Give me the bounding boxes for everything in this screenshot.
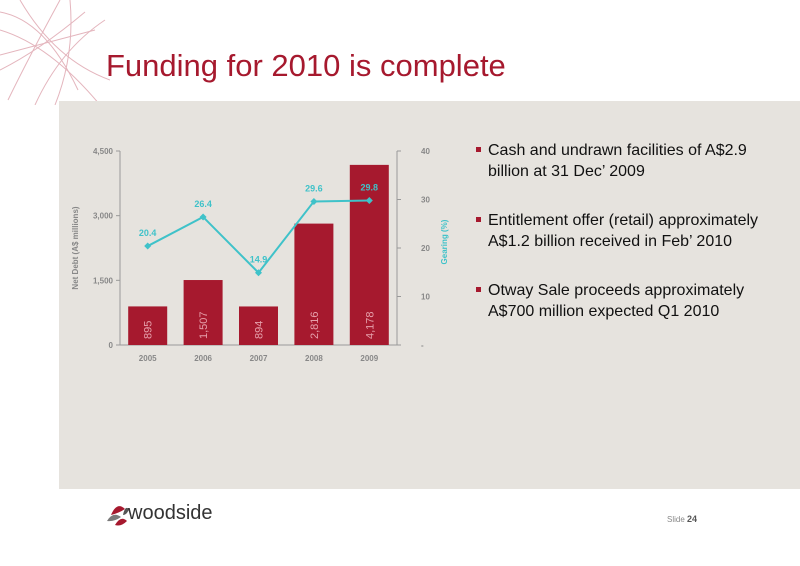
gearing-value-label: 29.6 bbox=[305, 183, 323, 193]
gearing-point-2007 bbox=[255, 269, 262, 277]
slide-title: Funding for 2010 is complete bbox=[106, 48, 506, 83]
bullet-otway-sale: Otway Sale proceeds approximately A$700 … bbox=[475, 280, 775, 322]
x-axis-tick-label: 2006 bbox=[194, 354, 212, 363]
bar-value-label: 895 bbox=[143, 321, 155, 339]
gearing-point-2005 bbox=[144, 242, 152, 250]
decorative-line-pattern bbox=[0, 0, 110, 105]
gearing-point-2006 bbox=[199, 213, 207, 221]
gearing-point-2009 bbox=[365, 196, 373, 204]
woodside-logo-icon bbox=[107, 506, 129, 526]
right-axis-tick-label: 20 bbox=[421, 244, 430, 253]
x-axis-tick-label: 2007 bbox=[250, 354, 268, 363]
bullet-list: Cash and undrawn facilities of A$2.9 bil… bbox=[475, 140, 775, 350]
bullet-marker bbox=[476, 217, 481, 222]
right-axis-tick-label: 10 bbox=[421, 293, 430, 302]
bar-2008 bbox=[294, 223, 334, 345]
bar-value-label: 4,178 bbox=[364, 311, 376, 339]
gearing-value-label: 14.9 bbox=[250, 255, 268, 265]
right-axis-tick-label: 40 bbox=[421, 147, 430, 156]
bullet-text: Otway Sale proceeds approximately A$700 … bbox=[488, 282, 745, 320]
slide-number-value: 24 bbox=[687, 514, 698, 524]
bullet-marker bbox=[476, 287, 481, 292]
x-axis-tick-label: 2005 bbox=[139, 354, 157, 363]
y2-axis-title: Gearing (%) bbox=[440, 219, 449, 264]
bar-value-label: 2,816 bbox=[309, 311, 321, 339]
left-axis-tick-label: 3,000 bbox=[93, 212, 114, 221]
left-axis-tick-label: 1,500 bbox=[93, 276, 114, 285]
content-panel: 0 1,500 3,000 4,500 - 10 20 30 40 Net Debt (A$ mi… bbox=[59, 101, 800, 489]
bar-value-label: 1,507 bbox=[198, 311, 210, 339]
left-axis-tick-label: 4,500 bbox=[93, 147, 114, 156]
bullet-marker bbox=[476, 147, 481, 152]
left-axis-tick-label: 0 bbox=[109, 341, 114, 350]
bar-2005 bbox=[128, 306, 168, 345]
gearing-value-label: 26.4 bbox=[194, 199, 212, 209]
right-axis-tick-label: 30 bbox=[421, 196, 430, 205]
right-axis-tick-label: - bbox=[421, 341, 424, 350]
slide-label: Slide bbox=[667, 515, 685, 524]
x-axis-tick-label: 2009 bbox=[360, 354, 378, 363]
gearing-value-label: 29.8 bbox=[361, 182, 379, 192]
x-axis-tick-label: 2008 bbox=[305, 354, 323, 363]
brand-wordmark: woodside bbox=[128, 502, 213, 524]
bullet-text: Entitlement offer (retail) approximately… bbox=[488, 212, 759, 250]
bullet-text: Cash and undrawn facilities of A$2.9 bil… bbox=[488, 142, 747, 180]
gearing-value-label: 20.4 bbox=[139, 228, 157, 238]
net-debt-gearing-chart: 0 1,500 3,000 4,500 - 10 20 30 40 Net Debt (A$ mi… bbox=[71, 147, 449, 363]
y-axis-title: Net Debt (A$ millions) bbox=[71, 206, 80, 289]
bar-2007 bbox=[239, 306, 278, 345]
bar-value-label: 894 bbox=[254, 321, 266, 339]
bullet-cash-facilities: Cash and undrawn facilities of A$2.9 bil… bbox=[475, 140, 775, 182]
slide-number: Slide 24 bbox=[667, 514, 697, 524]
bar-2006 bbox=[183, 280, 223, 345]
bullet-entitlement-offer: Entitlement offer (retail) approximately… bbox=[475, 210, 775, 252]
bar-2009 bbox=[349, 164, 389, 345]
gearing-point-2008 bbox=[310, 197, 318, 205]
